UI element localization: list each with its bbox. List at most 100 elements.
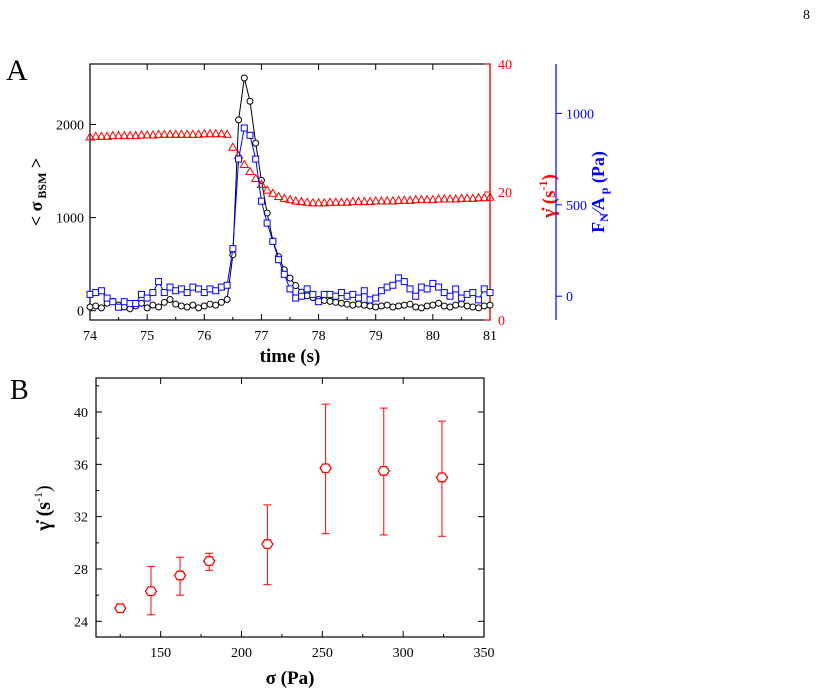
panel-a-point-square [240, 124, 248, 132]
panel-a-point-triangle [142, 130, 153, 139]
panel-a-point-circle [86, 303, 94, 311]
panel-a-point-square [469, 289, 477, 297]
panel-b-label: B [10, 375, 29, 406]
panel-a-point-circle [200, 302, 208, 310]
panel-a-point-square [115, 303, 123, 311]
panel-a-point-square [440, 289, 448, 297]
panel-a-point-square [372, 294, 380, 302]
panel-a-point-square [132, 300, 140, 308]
panel-a-point-square [217, 283, 225, 291]
panel-a-point-square [252, 155, 260, 163]
panel-a-point-triangle [96, 131, 107, 140]
panel-a-point-square [383, 283, 391, 291]
panel-a-point-circle [326, 297, 334, 305]
blue-axis-title-slash: ∕ [588, 206, 608, 217]
panel-a-point-circle [400, 301, 408, 309]
panel-a-point-triangle [353, 196, 364, 206]
panel-a-point-square [303, 285, 311, 293]
y-axis-title-end: ) [33, 485, 55, 492]
panel-a-point-square [366, 296, 374, 304]
panel-a-point-square [177, 285, 185, 293]
panel-a-point-triangle [279, 193, 290, 202]
panel-a-point-triangle [273, 191, 284, 200]
panel-a-point-square [377, 287, 385, 295]
panel-a-label: A [6, 54, 28, 87]
panel-a-point-circle [360, 301, 368, 309]
panel-a-x-tick-label: 77 [254, 329, 268, 344]
panel-a-point-triangle [182, 129, 193, 138]
panel-a-right-red-tick-label: 40 [498, 58, 512, 73]
red-axis-title-superscript: -1 [536, 180, 550, 190]
panel-a-point-circle [177, 302, 185, 310]
panel-a-point-square [320, 290, 328, 298]
panel-a-point-triangle [302, 197, 313, 206]
panel-b-y-tick-label: 32 [74, 511, 88, 526]
blue-axis-title-end: (Pa) [588, 151, 609, 187]
panel-a-point-circle [372, 303, 380, 311]
panel-a-point-circle [406, 300, 414, 308]
panel-a-point-circle [332, 298, 340, 306]
panel-b-x-tick-label: 350 [474, 646, 495, 661]
panel-a-point-triangle [119, 130, 130, 140]
panel-a-point-square [212, 287, 220, 295]
panel-a-point-triangle [147, 130, 158, 139]
panel-a-point-square [355, 294, 363, 302]
panel-a-point-triangle [285, 194, 295, 204]
panel-a-point-triangle [205, 128, 215, 138]
panel-a-point-triangle [382, 195, 393, 205]
panel-a-point-circle [383, 301, 391, 309]
panel-a-point-circle [377, 302, 385, 310]
panel-a-point-circle [97, 304, 105, 312]
panel-a-point-square [280, 270, 288, 278]
panel-a-point-circle [417, 304, 425, 312]
panel-a-point-triangle [416, 194, 427, 204]
panel-a-point-circle [389, 303, 397, 311]
panel-a-point-square [332, 292, 340, 300]
panel-b-x-axis-title: σ (Pa) [266, 668, 315, 689]
panel-a-point-square [195, 285, 203, 293]
panel-a-right-red-tick-label: 20 [498, 186, 512, 201]
panel-a-point-square [160, 289, 168, 297]
panel-a-point-square [120, 298, 128, 306]
panel-a-point-circle [429, 301, 437, 309]
panel-a-point-triangle [433, 194, 444, 203]
panel-a-x-tick-label: 74 [83, 329, 97, 344]
panel-b-point-hexagon [435, 472, 449, 483]
panel-b-x-tick-label: 250 [312, 646, 333, 661]
panel-a-point-triangle [199, 128, 210, 138]
panel-a-x-tick-label: 75 [140, 329, 154, 344]
panel-a-point-triangle [393, 195, 404, 204]
panel-a-point-triangle [410, 194, 421, 204]
panel-a-point-square [406, 285, 414, 293]
panel-a-point-square [137, 290, 145, 298]
panel-a-point-triangle [250, 173, 261, 183]
panel-a-point-triangle [296, 196, 307, 206]
panel-b-point-hexagon [202, 556, 216, 567]
panel-a-point-triangle [227, 142, 238, 151]
panel-a-left-tick-label: 2000 [56, 119, 84, 134]
panel-a-point-circle [183, 303, 191, 311]
panel-a-point-square [172, 287, 180, 295]
panel-a-point-triangle [239, 159, 250, 168]
panel-b-point-hexagon [144, 586, 158, 597]
left-axis-title-end: > [26, 158, 46, 173]
panel-b-point-hexagon [114, 603, 127, 614]
panel-a-right-red-tick-label: 0 [498, 314, 505, 329]
panel-a-point-circle [366, 302, 374, 310]
panel-a-left-axis-title: < σ BSM > [26, 158, 49, 226]
panel-a-point-square [480, 285, 488, 293]
panel-a-point-square [189, 283, 197, 291]
panel-a-point-circle [149, 301, 157, 309]
panel-a-point-circle [143, 304, 151, 312]
panel-a-point-triangle [462, 193, 473, 202]
panel-a-left-tick-label: 0 [77, 305, 84, 320]
panel-a-point-circle [412, 303, 420, 311]
panel-a-point-circle [235, 116, 243, 124]
panel-a-point-circle [440, 302, 448, 310]
x-axis-title-sigma: σ [266, 668, 277, 689]
panel-b-y-tick-label: 24 [74, 615, 88, 630]
panel-a-point-triangle [136, 130, 147, 139]
panel-a-point-triangle [90, 131, 101, 140]
panel-a-point-circle [292, 282, 300, 290]
panel-a-point-square [109, 298, 117, 306]
